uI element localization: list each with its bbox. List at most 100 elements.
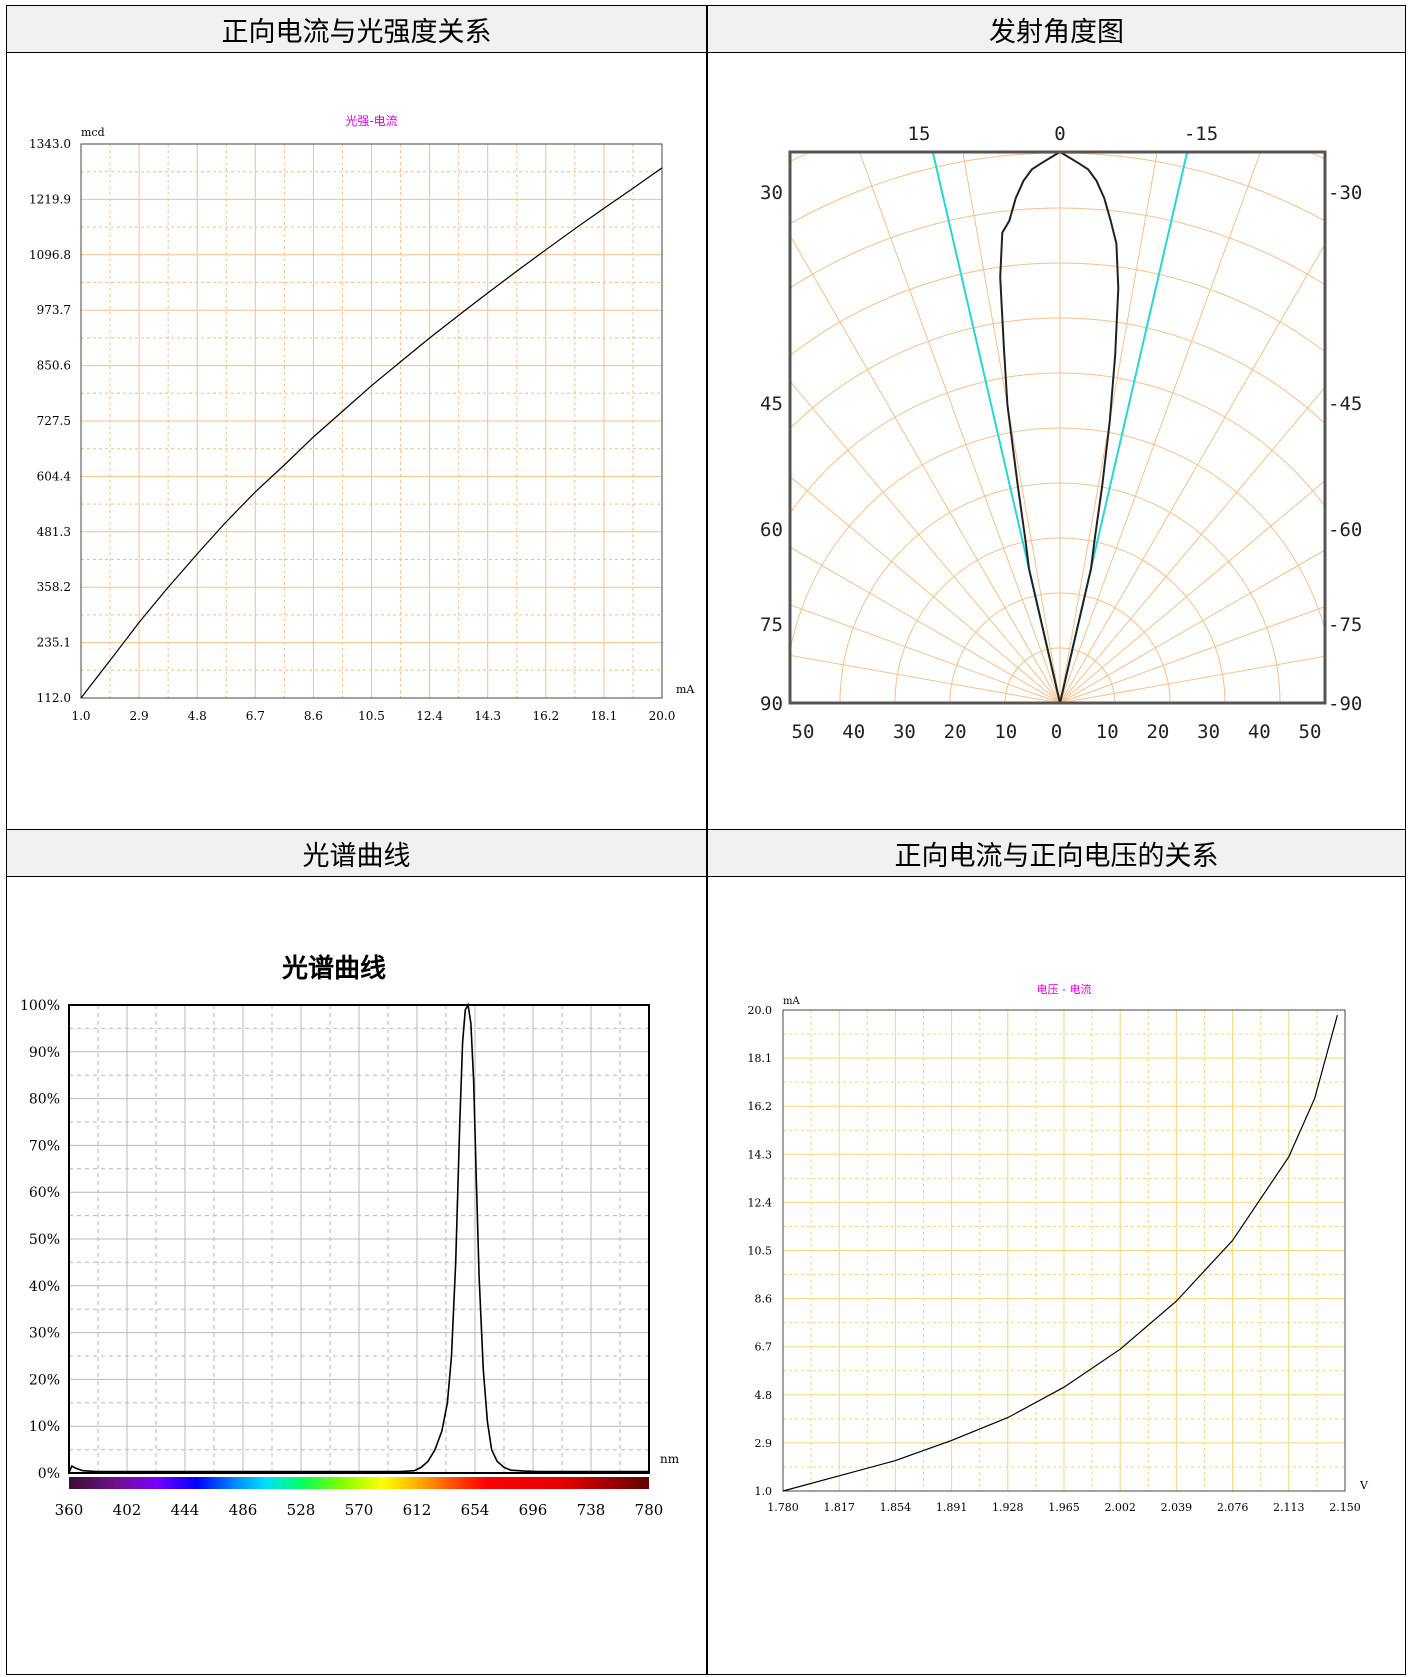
polar-spoke bbox=[1059, 386, 1325, 703]
x-tick-label: 1.854 bbox=[880, 1501, 912, 1514]
y-tick-label: 1219.9 bbox=[29, 192, 71, 206]
left-angle-label: 30 bbox=[760, 182, 783, 204]
x-tick-label: 612 bbox=[403, 1501, 432, 1519]
x-tick-label: 16.2 bbox=[532, 709, 559, 723]
y-tick-label: 1096.8 bbox=[29, 248, 71, 262]
y-tick-label: 12.4 bbox=[748, 1196, 773, 1209]
bottom-scale-label: 40 bbox=[842, 721, 865, 743]
x-tick-label: 18.1 bbox=[591, 709, 618, 723]
x-tick-label: 6.7 bbox=[246, 709, 265, 723]
x-tick-label: 360 bbox=[55, 1501, 84, 1519]
polar-spoke bbox=[790, 604, 1061, 703]
left-angle-label: 90 bbox=[760, 693, 783, 715]
y-tick-label: 0% bbox=[38, 1466, 60, 1482]
emission-angle-chart: 15 0 -15 30 45 60 75 90 -30 -45 -60 -75 -90 50 40 30 20 1… bbox=[708, 43, 1406, 829]
polar-spoke bbox=[1059, 655, 1325, 703]
y-tick-label: 60% bbox=[29, 1185, 60, 1201]
x-tick-label: 1.891 bbox=[936, 1501, 968, 1514]
y-tick-label: 10% bbox=[29, 1419, 60, 1435]
polar-spoke bbox=[1059, 549, 1325, 703]
x-axis-unit: mA bbox=[676, 683, 695, 696]
polar-spoke bbox=[1059, 152, 1262, 703]
polar-spoke bbox=[790, 546, 1061, 703]
x-tick-label: 10.5 bbox=[358, 709, 385, 723]
row-divider bbox=[6, 829, 1406, 830]
x-tick-label: 20.0 bbox=[649, 709, 676, 723]
x-tick-label: 2.039 bbox=[1161, 1501, 1193, 1514]
bottom-scale-label: 30 bbox=[893, 721, 916, 743]
x-tick-label: 402 bbox=[113, 1501, 142, 1519]
y-tick-label: 4.8 bbox=[755, 1389, 773, 1402]
column-divider bbox=[706, 5, 708, 1675]
panel-title-current-voltage: 正向电流与正向电压的关系 bbox=[708, 830, 1405, 876]
y-tick-label: 18.1 bbox=[748, 1052, 773, 1065]
polar-ring bbox=[708, 43, 1406, 829]
bottom-scale-label: 10 bbox=[994, 721, 1017, 743]
polar-spoke bbox=[790, 380, 1061, 703]
x-axis-unit: V bbox=[1359, 1479, 1369, 1492]
bottom-scale-label: 20 bbox=[1146, 721, 1169, 743]
x-tick-label: 1.780 bbox=[767, 1501, 799, 1514]
x-tick-label: 12.4 bbox=[416, 709, 443, 723]
plot-frame bbox=[782, 1009, 1346, 1492]
polar-spoke bbox=[1059, 243, 1325, 703]
y-tick-label: 30% bbox=[29, 1326, 60, 1342]
top-angle-label: -15 bbox=[1184, 123, 1218, 145]
y-axis-unit: mA bbox=[783, 996, 800, 1007]
x-tick-label: 4.8 bbox=[188, 709, 207, 723]
x-tick-label: 2.113 bbox=[1273, 1501, 1305, 1514]
y-tick-label: 20% bbox=[29, 1372, 60, 1388]
panel-title-emission-angle: 发射角度图 bbox=[708, 6, 1405, 52]
y-tick-label: 850.6 bbox=[37, 359, 71, 373]
y-tick-label: 100% bbox=[20, 998, 60, 1014]
y-tick-label: 1.0 bbox=[755, 1485, 773, 1498]
x-tick-label: 696 bbox=[519, 1501, 548, 1519]
x-axis-unit: nm bbox=[660, 1452, 680, 1466]
polar-ring bbox=[790, 262, 1325, 357]
y-tick-label: 235.1 bbox=[37, 636, 71, 650]
polar-spoke bbox=[790, 234, 1061, 703]
x-tick-label: 486 bbox=[229, 1501, 258, 1519]
bottom-scale-label: 20 bbox=[944, 721, 967, 743]
x-tick-label: 1.817 bbox=[823, 1501, 855, 1514]
polar-spoke bbox=[1059, 152, 1158, 703]
spectrum-chart: 光谱曲线 360 402 444 486 528 570 612 654 696 738 780 0% 1… bbox=[20, 953, 680, 1519]
top-angle-label: 15 bbox=[908, 123, 931, 145]
x-tick-label: 2.076 bbox=[1217, 1501, 1249, 1514]
bottom-scale-label: 10 bbox=[1096, 721, 1119, 743]
polar-spoke bbox=[1059, 479, 1325, 703]
plot-frame bbox=[80, 143, 663, 699]
y-tick-label: 8.6 bbox=[755, 1293, 773, 1306]
y-axis-unit: mcd bbox=[81, 126, 105, 139]
iv-curve bbox=[782, 1014, 1338, 1492]
y-tick-label: 604.4 bbox=[37, 469, 72, 483]
bottom-scale-label: 30 bbox=[1197, 721, 1220, 743]
spectrum-title: 光谱曲线 bbox=[281, 953, 386, 984]
bottom-scale-label: 50 bbox=[792, 721, 815, 743]
top-angle-label: 0 bbox=[1054, 123, 1065, 145]
bottom-scale-label: 0 bbox=[1051, 721, 1062, 743]
y-tick-label: 481.3 bbox=[37, 525, 71, 539]
right-angle-label: -30 bbox=[1328, 182, 1362, 204]
y-tick-label: 90% bbox=[29, 1045, 60, 1061]
right-angle-label: -45 bbox=[1328, 393, 1362, 415]
y-tick-label: 14.3 bbox=[748, 1148, 773, 1161]
polar-ring bbox=[790, 317, 1325, 430]
left-angle-label: 45 bbox=[760, 393, 783, 415]
y-tick-label: 1343.0 bbox=[29, 137, 71, 151]
x-tick-label: 8.6 bbox=[304, 709, 323, 723]
polar-spoke bbox=[790, 654, 1061, 703]
y-tick-label: 6.7 bbox=[755, 1341, 773, 1354]
x-tick-label: 2.002 bbox=[1104, 1501, 1136, 1514]
row-divider bbox=[6, 52, 1406, 53]
x-tick-label: 14.3 bbox=[474, 709, 501, 723]
beam-pattern-curve bbox=[999, 152, 1120, 703]
x-tick-label: 1.965 bbox=[1048, 1501, 1080, 1514]
plot-frame bbox=[68, 1004, 650, 1474]
polar-spoke bbox=[962, 152, 1061, 703]
bottom-scale-label: 40 bbox=[1248, 721, 1271, 743]
x-tick-label: 1.928 bbox=[992, 1501, 1024, 1514]
y-tick-label: 2.9 bbox=[755, 1437, 773, 1450]
intensity-curve bbox=[80, 167, 663, 699]
y-tick-label: 727.5 bbox=[37, 414, 71, 428]
